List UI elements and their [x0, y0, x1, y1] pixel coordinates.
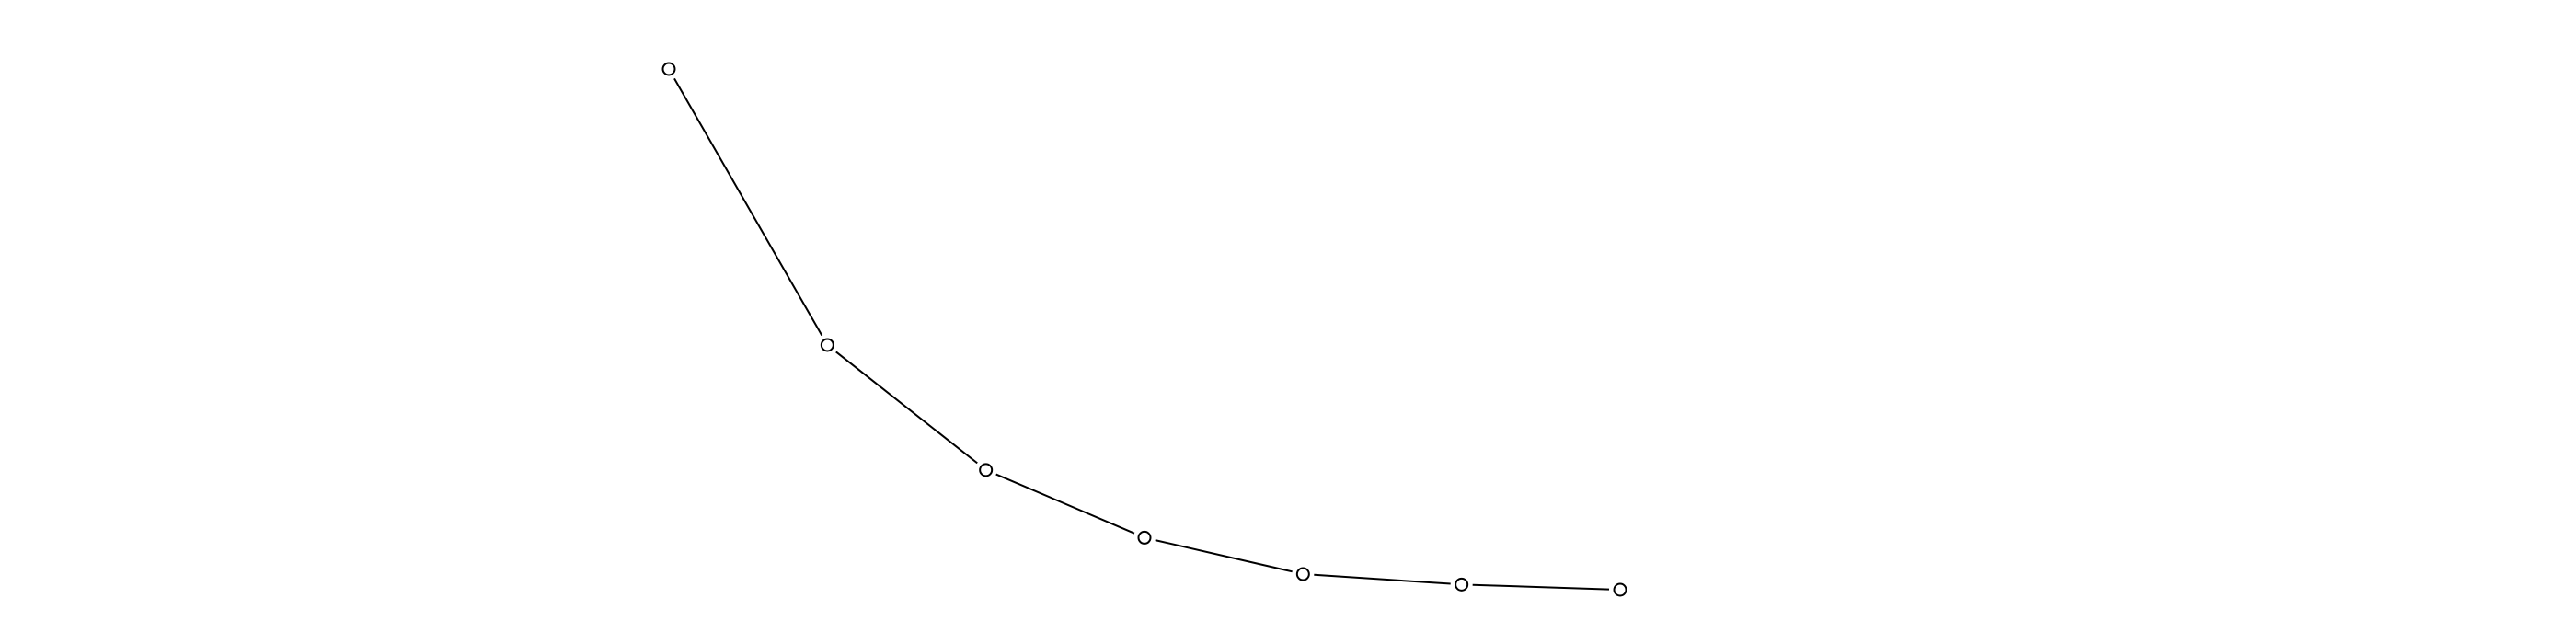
line-segment — [835, 351, 978, 465]
marker-layer — [661, 62, 1627, 597]
line-segment — [1472, 583, 1610, 591]
data-point-marker — [1137, 530, 1152, 545]
line-segment — [673, 77, 823, 337]
series-layer — [673, 77, 1610, 591]
line-segment — [1155, 539, 1293, 573]
line-segment — [995, 473, 1135, 535]
line-segment — [1314, 573, 1451, 585]
data-point-marker — [820, 338, 834, 352]
data-point-marker — [1295, 567, 1310, 581]
data-point-marker — [979, 463, 994, 477]
data-point-marker — [1613, 582, 1627, 597]
data-point-marker — [661, 62, 676, 76]
data-point-marker — [1455, 577, 1469, 592]
